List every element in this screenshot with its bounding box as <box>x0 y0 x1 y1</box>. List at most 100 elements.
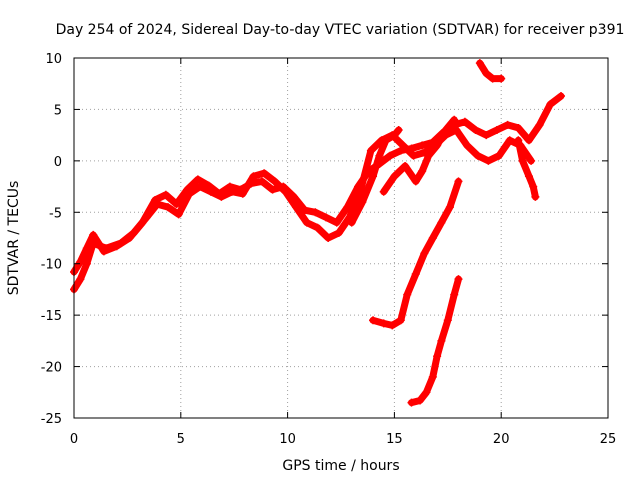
data-point <box>89 239 98 248</box>
ticks <box>73 57 609 419</box>
data-point <box>531 192 540 201</box>
data-point <box>546 100 555 109</box>
y-tick-label: -15 <box>41 309 62 324</box>
data-point <box>482 69 491 78</box>
series-5-track <box>369 177 462 329</box>
data-point <box>452 126 461 134</box>
data-point <box>257 177 266 186</box>
data-point <box>445 203 454 212</box>
data-point <box>524 172 533 181</box>
series-1-track <box>70 92 565 276</box>
plot-frame <box>73 57 609 419</box>
data-point <box>463 141 472 150</box>
data-point <box>495 151 504 160</box>
data-point <box>196 182 205 191</box>
data-point <box>527 156 536 165</box>
data-point <box>473 151 482 160</box>
data-point <box>503 120 512 129</box>
y-tick-label: 5 <box>54 103 62 118</box>
data-point <box>163 203 172 212</box>
data-point <box>390 172 399 181</box>
data-point <box>460 117 469 126</box>
data-point <box>102 244 111 253</box>
data-point <box>116 239 125 248</box>
data-point <box>409 151 418 160</box>
data-point <box>161 190 170 199</box>
data-point <box>471 126 480 134</box>
data-point <box>76 275 85 284</box>
series-6 <box>407 275 463 407</box>
data-point <box>420 249 429 258</box>
data-point <box>454 275 463 284</box>
data-point <box>268 185 277 194</box>
data-point <box>206 187 215 196</box>
data-point <box>394 126 403 134</box>
data-point <box>386 151 395 160</box>
grid <box>74 58 608 418</box>
data-point <box>270 177 279 186</box>
data-point <box>443 316 452 325</box>
series-7 <box>514 136 540 201</box>
data-point <box>358 198 367 206</box>
x-tick-label: 5 <box>177 432 185 447</box>
series-4 <box>379 115 459 196</box>
data-point <box>411 270 420 278</box>
data-point <box>76 257 85 266</box>
data-point <box>518 156 527 165</box>
series-5 <box>369 177 463 330</box>
data-point <box>89 230 98 239</box>
data-point <box>172 200 181 209</box>
data-point <box>379 187 388 196</box>
y-axis-label: SDTVAR / TECUs <box>6 181 22 296</box>
y-tick-label: -10 <box>41 258 62 273</box>
data-point <box>424 151 433 160</box>
data-point <box>82 259 91 268</box>
data-point <box>418 141 427 150</box>
data-point <box>260 169 269 178</box>
y-tick-label: 10 <box>45 52 62 67</box>
data-point <box>492 126 501 134</box>
y-tick-label: -25 <box>41 412 62 427</box>
y-tick-labels: -25 -20 -15 -10 -5 0 5 10 <box>41 52 62 427</box>
x-tick-label: 20 <box>493 432 510 447</box>
series-layer <box>70 59 566 407</box>
data-point <box>411 177 420 186</box>
data-point <box>381 136 390 145</box>
data-point <box>332 218 341 227</box>
data-point <box>292 203 301 212</box>
data-point <box>403 290 412 299</box>
data-point <box>433 141 442 150</box>
x-tick-label: 10 <box>279 432 296 447</box>
data-point <box>437 336 446 345</box>
data-point <box>347 218 356 227</box>
data-point <box>390 131 399 140</box>
data-point <box>529 182 538 191</box>
data-point <box>311 208 320 217</box>
series-8 <box>475 59 506 83</box>
data-point <box>375 151 384 160</box>
data-point <box>238 189 247 198</box>
data-point <box>322 213 331 222</box>
data-point <box>366 146 375 155</box>
data-point <box>324 234 333 242</box>
data-point <box>217 192 226 201</box>
data-point <box>334 228 343 237</box>
data-point <box>185 189 194 198</box>
data-point <box>557 92 566 101</box>
data-point <box>535 120 544 129</box>
y-tick-label: -20 <box>41 361 62 376</box>
data-point <box>416 396 425 405</box>
data-point <box>484 156 493 165</box>
data-point <box>514 123 523 132</box>
data-point <box>174 210 183 219</box>
x-tick-label: 15 <box>386 432 403 447</box>
y-tick-label: 0 <box>54 155 62 170</box>
data-point <box>428 234 437 242</box>
data-point <box>497 74 506 83</box>
data-point <box>313 223 322 232</box>
data-point <box>433 352 442 361</box>
data-point <box>129 228 138 237</box>
data-point <box>142 213 151 222</box>
data-point <box>437 218 446 227</box>
